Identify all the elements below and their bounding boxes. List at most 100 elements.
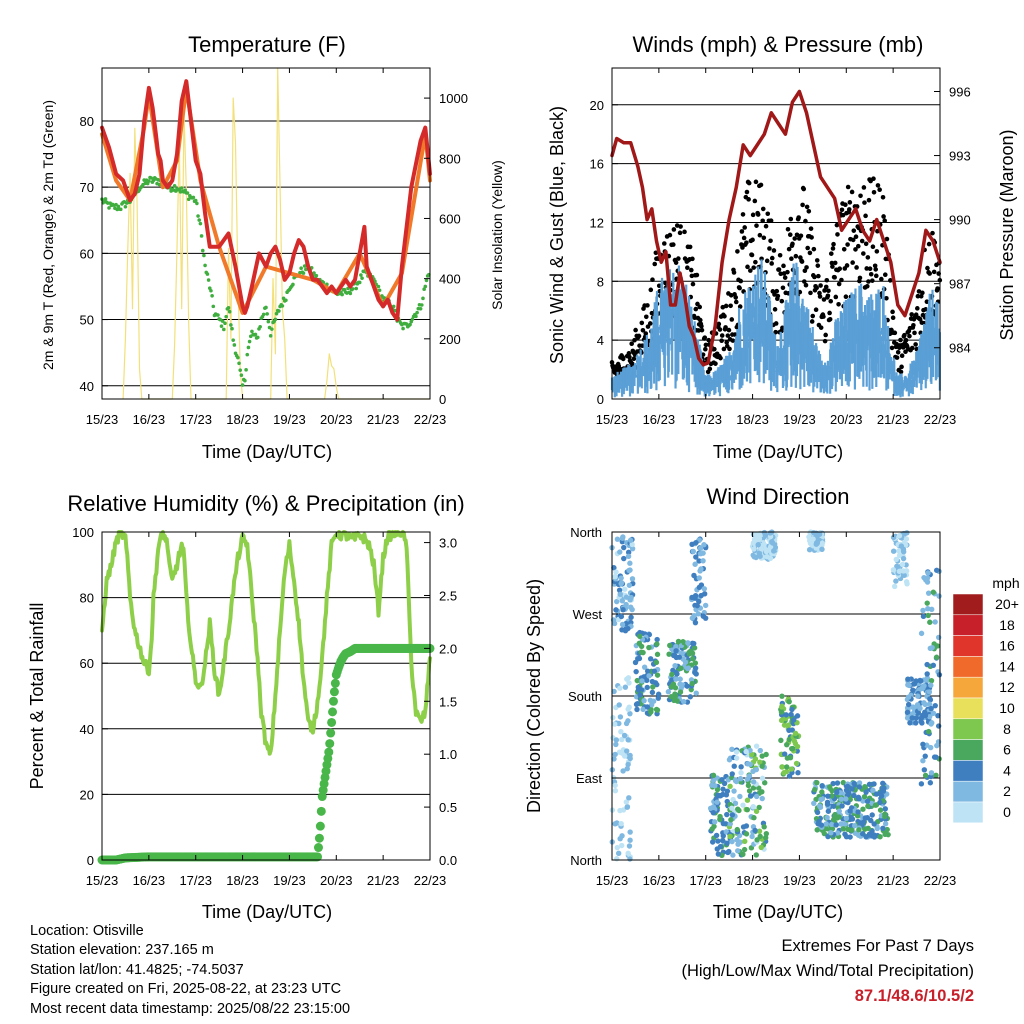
direction-point	[723, 792, 730, 798]
direction-point	[730, 852, 736, 858]
direction-point	[924, 600, 930, 606]
gust-point	[631, 356, 637, 362]
direction-point	[690, 548, 696, 555]
direction-point	[691, 613, 697, 619]
dewpoint-point	[196, 214, 200, 218]
gust-point	[750, 237, 755, 243]
legend-label: 10	[999, 700, 1015, 716]
direction-point	[786, 698, 792, 705]
direction-point	[933, 654, 940, 660]
dewpoint-point	[244, 368, 248, 372]
direction-point	[675, 638, 682, 645]
gust-point	[844, 263, 850, 268]
x-tick-label: 21/23	[877, 412, 910, 427]
gust-point	[690, 256, 695, 262]
direction-point	[871, 781, 877, 787]
direction-point	[620, 768, 626, 774]
gust-point	[814, 258, 820, 263]
direction-point	[771, 548, 777, 554]
direction-point	[925, 612, 931, 619]
legend-swatch	[952, 656, 984, 678]
precip-point	[328, 696, 338, 706]
dewpoint-point	[202, 253, 206, 258]
gust-point	[723, 303, 729, 309]
gust-point	[751, 265, 756, 270]
gust-point	[834, 222, 840, 228]
dewpoint-point	[376, 284, 381, 289]
gust-point	[768, 238, 773, 244]
direction-point	[882, 813, 888, 820]
gust-point	[853, 234, 859, 240]
direction-point	[626, 567, 632, 574]
legend-label: 16	[999, 638, 1015, 654]
gust-point	[845, 184, 851, 190]
temp-2m-series	[100, 79, 432, 322]
dewpoint-point	[421, 296, 425, 301]
y-tick-label: 8	[597, 274, 604, 289]
x-tick-label: 16/23	[643, 412, 676, 427]
direction-point	[891, 583, 898, 590]
humidity-frame	[101, 531, 431, 861]
gust-point	[782, 275, 788, 280]
gust-point	[699, 324, 704, 329]
direction-point	[720, 820, 727, 827]
direction-point	[702, 602, 709, 609]
temp-2m-line	[100, 79, 432, 322]
x-tick-label: 16/23	[643, 873, 676, 888]
x-tick-label: 15/23	[596, 412, 629, 427]
gust-point	[804, 265, 809, 270]
gust-point	[873, 267, 879, 272]
direction-point	[648, 709, 654, 715]
direction-point	[625, 675, 632, 681]
direction-point	[778, 717, 785, 724]
direction-point	[932, 702, 938, 709]
gust-point	[721, 346, 727, 352]
direction-point	[647, 656, 654, 662]
gust-point	[778, 271, 783, 277]
direction-point	[670, 681, 677, 687]
precip-point	[327, 717, 337, 727]
direction-point	[751, 536, 758, 542]
direction-point	[922, 701, 928, 708]
gust-point	[712, 346, 717, 352]
direction-point	[733, 749, 740, 755]
gust-point	[884, 295, 889, 301]
x-tick-label: 18/23	[226, 412, 259, 427]
direction-point	[752, 827, 758, 834]
gust-point	[730, 338, 736, 343]
gust-point	[799, 259, 805, 264]
direction-point	[790, 717, 797, 723]
y-tick-label: 80	[80, 591, 94, 606]
direction-point	[709, 839, 716, 845]
dewpoint-point	[424, 278, 429, 283]
gust-point	[645, 303, 650, 308]
direction-point	[935, 723, 942, 729]
direction-point	[920, 607, 926, 614]
gust-point	[900, 345, 906, 350]
direction-point	[924, 579, 931, 585]
direction-point	[618, 820, 624, 827]
dewpoint-point	[149, 176, 153, 180]
station-info: Location: Otisville Station elevation: 2…	[30, 922, 350, 1019]
direction-point	[617, 591, 623, 598]
x-tick-label: 15/23	[596, 873, 629, 888]
direction-point	[653, 659, 660, 666]
gust-point	[826, 288, 831, 294]
direction-point	[929, 644, 935, 651]
dewpoint-point	[116, 204, 121, 209]
legend-label: 12	[999, 679, 1015, 695]
direction-point	[627, 755, 633, 762]
gust-point	[915, 293, 921, 299]
gust-point	[809, 319, 815, 324]
x-tick-label: 17/23	[179, 873, 212, 888]
direction-point	[806, 534, 812, 540]
direction-point	[712, 782, 718, 789]
dewpoint-point	[420, 303, 424, 307]
direction-point	[654, 651, 661, 658]
direction-point	[735, 806, 741, 812]
gust-point	[917, 316, 923, 322]
direction-point	[789, 745, 795, 752]
gust-point	[823, 332, 828, 338]
direction-point	[614, 598, 620, 605]
direction-point	[759, 795, 765, 802]
